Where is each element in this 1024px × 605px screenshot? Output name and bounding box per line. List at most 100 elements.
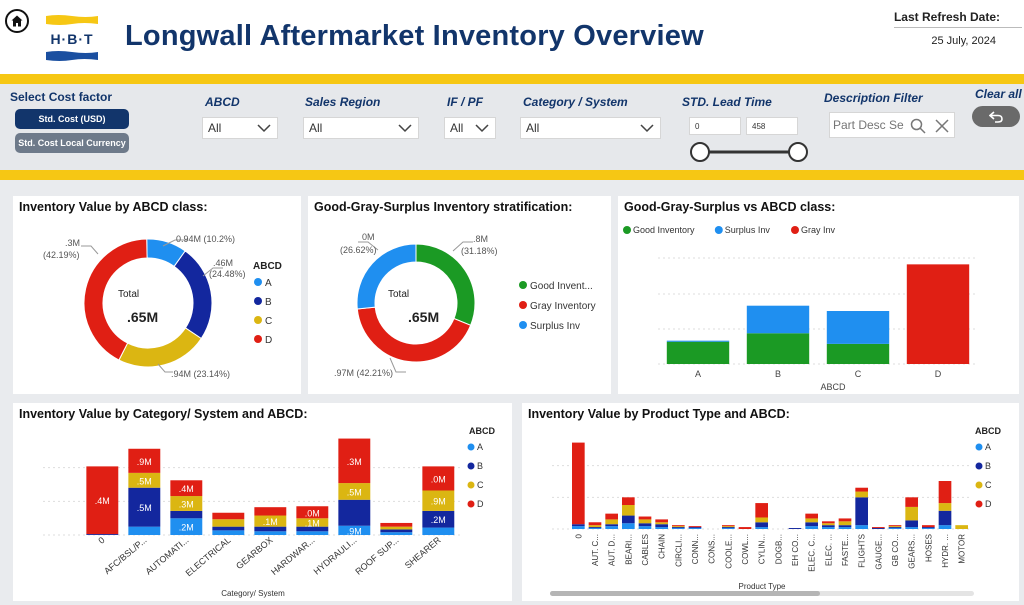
data-label: .5M [137,503,152,513]
bar-segment-0 [170,518,203,535]
bar-segment-2 [638,519,652,524]
if-pf-value: All [450,121,464,135]
x-tick-label: CONS... [708,534,717,564]
legend-marker-D [975,500,983,508]
bar-segment-3 [938,481,952,504]
leader-line [157,363,173,373]
bar-segment-2 [938,503,952,511]
legend-marker-0 [623,226,631,234]
bar-segment-2 [655,522,668,525]
data-label: .4M [179,484,194,494]
horizontal-scrollbar[interactable] [550,591,974,596]
legend-label-C: C [985,480,992,490]
chevron-down-icon [398,124,412,133]
legend-label-0: Good Invent... [530,281,593,292]
top-accent-bar [0,74,1024,84]
bottom-accent-bar [0,170,1024,180]
bar-segment-2 [422,490,455,511]
x-tick-label: CABLES [641,534,650,566]
legend-label-B: B [477,461,483,471]
legend-label-A: A [265,278,272,289]
x-tick-label: ELEC. C... [808,534,817,572]
legend-label-2: Gray Inv [801,225,836,235]
bar-segment-2 [380,526,413,530]
bar-segment-3 [212,512,245,520]
x-tick-label: C [855,369,862,379]
data-label: .2M [179,523,194,533]
stratification-card: Good-Gray-Surplus Inventory stratificati… [308,196,611,394]
clear-all-label: Clear all [975,87,1022,101]
x-tick-label: GAUGE... [874,534,883,570]
bar-segment-0 [622,523,635,529]
category-system-card: Inventory Value by Category/ System and … [13,403,512,601]
abcd-donut-chart: Total .65M 0.94M (10.2%) .46M(24.48%) .94M (… [43,234,282,379]
bar-segment-2 [170,496,203,511]
search-icon[interactable] [910,118,926,134]
legend-title: ABCD [469,426,495,436]
clear-all-button[interactable] [972,106,1020,127]
lead-time-slider-min-handle[interactable] [690,142,710,162]
bar-segment-0 [338,525,371,535]
bar-segment-1 [788,528,802,529]
abcd-value-title: Inventory Value by ABCD class: [19,200,208,214]
bar-segment-1 [605,524,618,527]
lead-time-slider-max-handle[interactable] [788,142,808,162]
bar-segment-0 [838,527,852,529]
data-label: .9M [431,497,446,507]
data-label: .5M [137,476,152,486]
stratification-title: Good-Gray-Surplus Inventory stratificati… [314,200,573,214]
std-cost-usd-button[interactable]: Std. Cost (USD) [15,109,129,129]
filter-panel: Select Cost factor Std. Cost (USD) Std. … [0,84,1024,170]
bar-segment-2 [888,526,902,528]
if-pf-dropdown[interactable]: All [444,117,496,139]
bar-segment-3 [572,442,585,525]
undo-arrow-icon [989,110,1003,123]
cost-factor-label: Select Cost factor [10,90,113,104]
home-button[interactable] [5,9,29,33]
legend-label-B: B [265,297,272,308]
x-tick-label: CHAIN [658,534,667,559]
legend-title: ABCD [975,426,1001,436]
scrollbar-thumb[interactable] [550,591,820,596]
lead-time-max-input[interactable]: 458 [746,117,798,135]
category-system-value: All [526,121,540,135]
slice-label-good-percent: (31.18%) [461,246,498,256]
sales-region-value: All [309,121,323,135]
hbt-logo: H·B·T [46,15,98,61]
stratification-donut-chart: Total .65M .8M (31.18%) 0M (26.62%) .97M (42.2… [334,232,596,378]
legend-label-B: B [985,461,991,471]
x-tick-label: 0 [96,535,106,546]
close-icon[interactable] [934,118,950,134]
bar-segment-0 [688,528,702,529]
category-system-title: Inventory Value by Category/ System and … [19,407,308,421]
product-type-bar-chart: 0 AUT. C... AUT. D... BEARI... CABLES CHAIN CI… [552,426,1001,591]
refresh-label: Last Refresh Date: [893,10,1000,24]
bar-segment-1 [922,527,935,529]
x-tick-label: SHEARER [403,535,443,571]
legend-marker-0 [519,281,527,289]
bar-segment-1 [822,525,835,528]
bar-segment-1 [905,520,918,528]
x-tick-label: COWL... [741,534,750,565]
category-system-dropdown[interactable]: All [520,117,661,139]
bar-segment-1 [655,524,668,528]
description-search-input[interactable] [833,116,907,134]
legend-label-C: C [265,316,272,327]
legend-label-2: Surplus Inv [530,321,580,332]
x-axis-label: ABCD [820,382,846,392]
data-label: .0M [305,508,320,518]
bar-segment-3 [588,522,602,526]
bar-segment-2 [838,521,852,526]
lead-time-min-input[interactable]: 0 [689,117,741,135]
legend-marker-C [467,481,475,489]
bar-segment-1 [872,528,885,529]
std-cost-local-button[interactable]: Std. Cost Local Currency [15,133,129,153]
abcd-dropdown[interactable]: All [202,117,278,139]
bar-segment-1 [722,527,735,529]
bar-segment-3 [672,525,685,527]
description-search-box [829,112,955,138]
x-tick-label: GEARS... [908,534,917,569]
slice-label-gray: .97M (42.21%) [334,368,393,378]
sales-region-dropdown[interactable]: All [303,117,419,139]
lead-time-slider[interactable] [688,140,812,164]
